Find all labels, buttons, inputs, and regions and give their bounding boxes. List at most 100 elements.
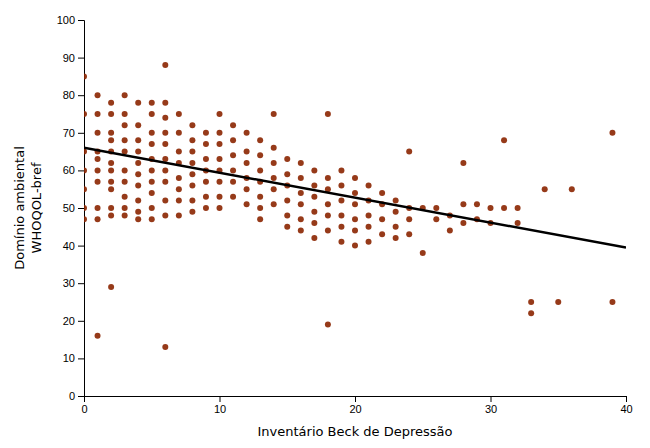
point xyxy=(528,299,534,305)
tick: 50 xyxy=(63,202,84,214)
tick: 20 xyxy=(63,315,84,327)
point xyxy=(569,186,575,192)
point xyxy=(352,216,358,222)
point xyxy=(122,137,128,143)
point xyxy=(122,167,128,173)
point xyxy=(95,156,101,162)
point xyxy=(393,209,399,215)
tick: 10 xyxy=(214,396,226,415)
point xyxy=(122,122,128,128)
tick: 0 xyxy=(69,390,84,402)
point xyxy=(135,149,141,155)
point xyxy=(406,216,412,222)
point xyxy=(460,201,466,207)
tick-label: 10 xyxy=(214,403,226,415)
point xyxy=(230,137,236,143)
tick: 0 xyxy=(81,396,87,415)
point xyxy=(162,197,168,203)
point xyxy=(352,190,358,196)
point xyxy=(230,179,236,185)
tick-label: 40 xyxy=(620,403,632,415)
point xyxy=(244,149,250,155)
tick: 70 xyxy=(63,127,84,139)
point xyxy=(122,111,128,117)
tick: 80 xyxy=(63,89,84,101)
tick-mark xyxy=(491,396,492,402)
point xyxy=(84,216,87,222)
point xyxy=(176,186,182,192)
point xyxy=(244,201,250,207)
point xyxy=(217,130,223,136)
tick-label: 10 xyxy=(63,352,75,364)
point xyxy=(352,201,358,207)
point xyxy=(189,209,195,215)
y-axis: 0102030405060708090100 xyxy=(57,14,85,402)
y-axis-title: WHOQOL-bref xyxy=(29,162,44,253)
points xyxy=(84,62,615,350)
point xyxy=(271,186,277,192)
point xyxy=(95,205,101,211)
tick-label: 60 xyxy=(63,164,75,176)
tick-mark xyxy=(78,283,84,284)
point xyxy=(149,216,155,222)
point xyxy=(366,182,372,188)
point xyxy=(325,213,331,219)
tick-mark xyxy=(78,58,84,59)
point xyxy=(122,92,128,98)
point xyxy=(135,182,141,188)
point xyxy=(271,145,277,151)
point xyxy=(189,122,195,128)
point xyxy=(244,186,250,192)
point xyxy=(325,228,331,234)
tick-label: 80 xyxy=(63,89,75,101)
point xyxy=(176,175,182,181)
point xyxy=(108,100,114,106)
point xyxy=(217,194,223,200)
point xyxy=(122,213,128,219)
point xyxy=(108,167,114,173)
point xyxy=(609,299,615,305)
point xyxy=(325,111,331,117)
point xyxy=(203,141,209,147)
tick-label: 50 xyxy=(63,202,75,214)
tick-mark xyxy=(78,208,84,209)
point xyxy=(162,130,168,136)
point xyxy=(189,197,195,203)
point xyxy=(217,156,223,162)
point xyxy=(257,205,263,211)
point xyxy=(325,322,331,328)
point xyxy=(108,137,114,143)
tick-mark xyxy=(626,396,627,402)
point xyxy=(244,160,250,166)
point xyxy=(311,220,317,226)
point xyxy=(95,111,101,117)
point xyxy=(95,333,101,339)
point xyxy=(338,224,344,230)
point xyxy=(488,205,494,211)
point xyxy=(515,205,521,211)
point xyxy=(122,194,128,200)
point xyxy=(406,231,412,237)
point xyxy=(203,156,209,162)
point xyxy=(433,216,439,222)
tick: 100 xyxy=(57,14,84,26)
point xyxy=(366,224,372,230)
point xyxy=(176,111,182,117)
point xyxy=(257,194,263,200)
point xyxy=(284,213,290,219)
point xyxy=(311,167,317,173)
point xyxy=(447,228,453,234)
y-axis-title: Domínio ambiental xyxy=(12,146,27,270)
tick-mark xyxy=(355,396,356,402)
tick: 20 xyxy=(349,396,361,415)
point xyxy=(149,179,155,185)
point xyxy=(555,299,561,305)
tick-mark xyxy=(78,20,84,21)
point xyxy=(352,175,358,181)
point xyxy=(298,160,304,166)
plot: 0102030400102030405060708090100 xyxy=(57,14,633,415)
point xyxy=(379,190,385,196)
point xyxy=(122,205,128,211)
point xyxy=(257,167,263,173)
tick-label: 30 xyxy=(63,277,75,289)
